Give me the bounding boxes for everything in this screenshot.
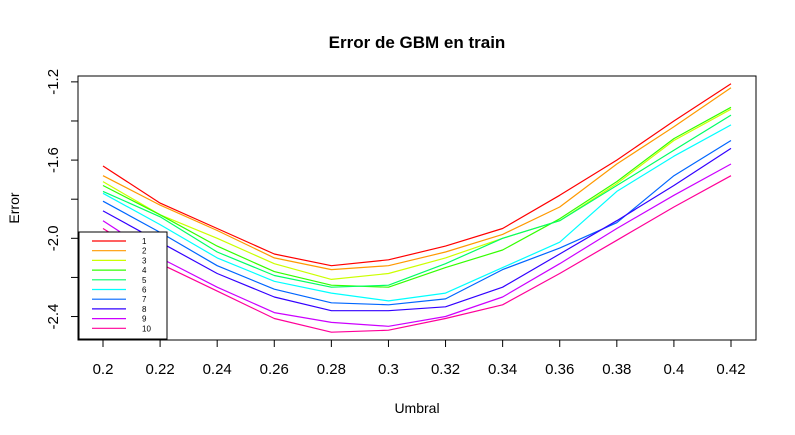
x-tick-label: 0.28 (317, 361, 346, 378)
series-line-1 (102, 83, 732, 267)
y-axis-label: Error (6, 192, 22, 223)
x-tick-label: 0.34 (488, 361, 517, 378)
y-axis: -1.2 -1.6 -2.0 -2.4 (45, 69, 79, 330)
legend-label: 2 (142, 247, 147, 256)
series-line-7 (102, 139, 732, 306)
x-tick-label: 0.36 (545, 361, 574, 378)
x-tick-label: 0.32 (431, 361, 460, 378)
y-tick-label: -2.4 (45, 304, 62, 330)
x-tick-label: 0.24 (203, 361, 232, 378)
series-line-5 (102, 114, 732, 288)
series-line-6 (102, 124, 732, 302)
legend-label: 8 (142, 305, 147, 314)
x-tick-label: 0.4 (663, 361, 684, 378)
x-tick-label: 0.22 (145, 361, 174, 378)
x-tick-label: 0.2 (93, 361, 114, 378)
series-line-10 (102, 175, 732, 333)
legend-label: 9 (142, 315, 147, 324)
legend-label: 5 (142, 276, 147, 285)
x-axis-label: Umbral (394, 400, 439, 416)
x-tick-label: 0.38 (602, 361, 631, 378)
legend-label: 6 (142, 286, 147, 295)
x-axis: 0.2 0.22 0.24 0.26 0.28 0.3 0.32 0.34 0.36 0.38 0.… (93, 339, 746, 378)
y-tick-label: -1.2 (45, 69, 62, 95)
legend-box (78, 231, 168, 340)
chart-title: Error de GBM en train (329, 33, 506, 52)
y-tick-label: -1.6 (45, 147, 62, 173)
legend-label: 1 (142, 237, 147, 246)
y-tick-label: -2.0 (45, 225, 62, 251)
x-tick-label: 0.26 (260, 361, 289, 378)
series-line-2 (102, 87, 732, 271)
series-line-4 (102, 106, 732, 288)
series-line-3 (102, 108, 732, 280)
series-line-9 (102, 163, 732, 327)
x-tick-label: 0.3 (378, 361, 399, 378)
series-line-8 (102, 147, 732, 312)
x-tick-label: 0.42 (716, 361, 745, 378)
legend-label: 7 (142, 295, 147, 304)
legend-label: 3 (142, 256, 147, 265)
plot-frame (77, 75, 757, 341)
legend-label: 4 (142, 266, 147, 275)
legend-label: 10 (142, 324, 151, 333)
series-lines (102, 83, 732, 333)
